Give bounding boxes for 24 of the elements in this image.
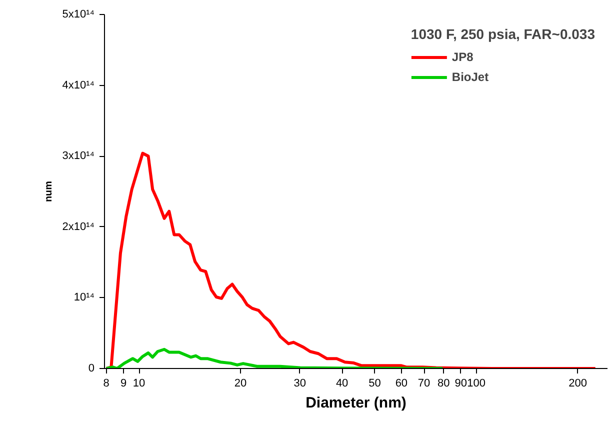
x-tick-label: 60 [395, 378, 408, 390]
x-tick-label: 80 [437, 378, 450, 390]
x-tick-label: 10 [132, 378, 146, 390]
x-tick-label: 9 [120, 378, 127, 390]
legend-label: BioJet [452, 70, 489, 84]
legend-title: 1030 F, 250 psia, FAR~0.033 [410, 26, 595, 42]
x-tick-label: 40 [336, 378, 348, 390]
x-tick-label: 100 [467, 378, 486, 390]
x-tick-label: 70 [418, 378, 430, 390]
y-tick-label: 2x10¹⁴ [62, 220, 95, 233]
x-tick-label: 50 [368, 378, 381, 390]
y-tick-label: 10¹⁴ [74, 292, 95, 304]
x-tick-label: 30 [294, 378, 306, 390]
y-tick-label: 4x10¹⁴ [62, 79, 95, 92]
y-tick-label: 0 [88, 362, 95, 374]
x-tick-label: 200 [568, 378, 587, 390]
y-axis-title: num [43, 180, 54, 202]
x-tick-label: 20 [234, 378, 247, 390]
x-tick-label: 8 [103, 378, 110, 390]
y-tick-label: 5x10¹⁴ [62, 8, 95, 20]
y-tick-label: 3x10¹⁴ [62, 150, 95, 162]
x-tick-label: 90 [454, 378, 467, 390]
x-axis-title: Diameter (nm) [306, 394, 406, 412]
legend-label: JP8 [452, 50, 474, 64]
